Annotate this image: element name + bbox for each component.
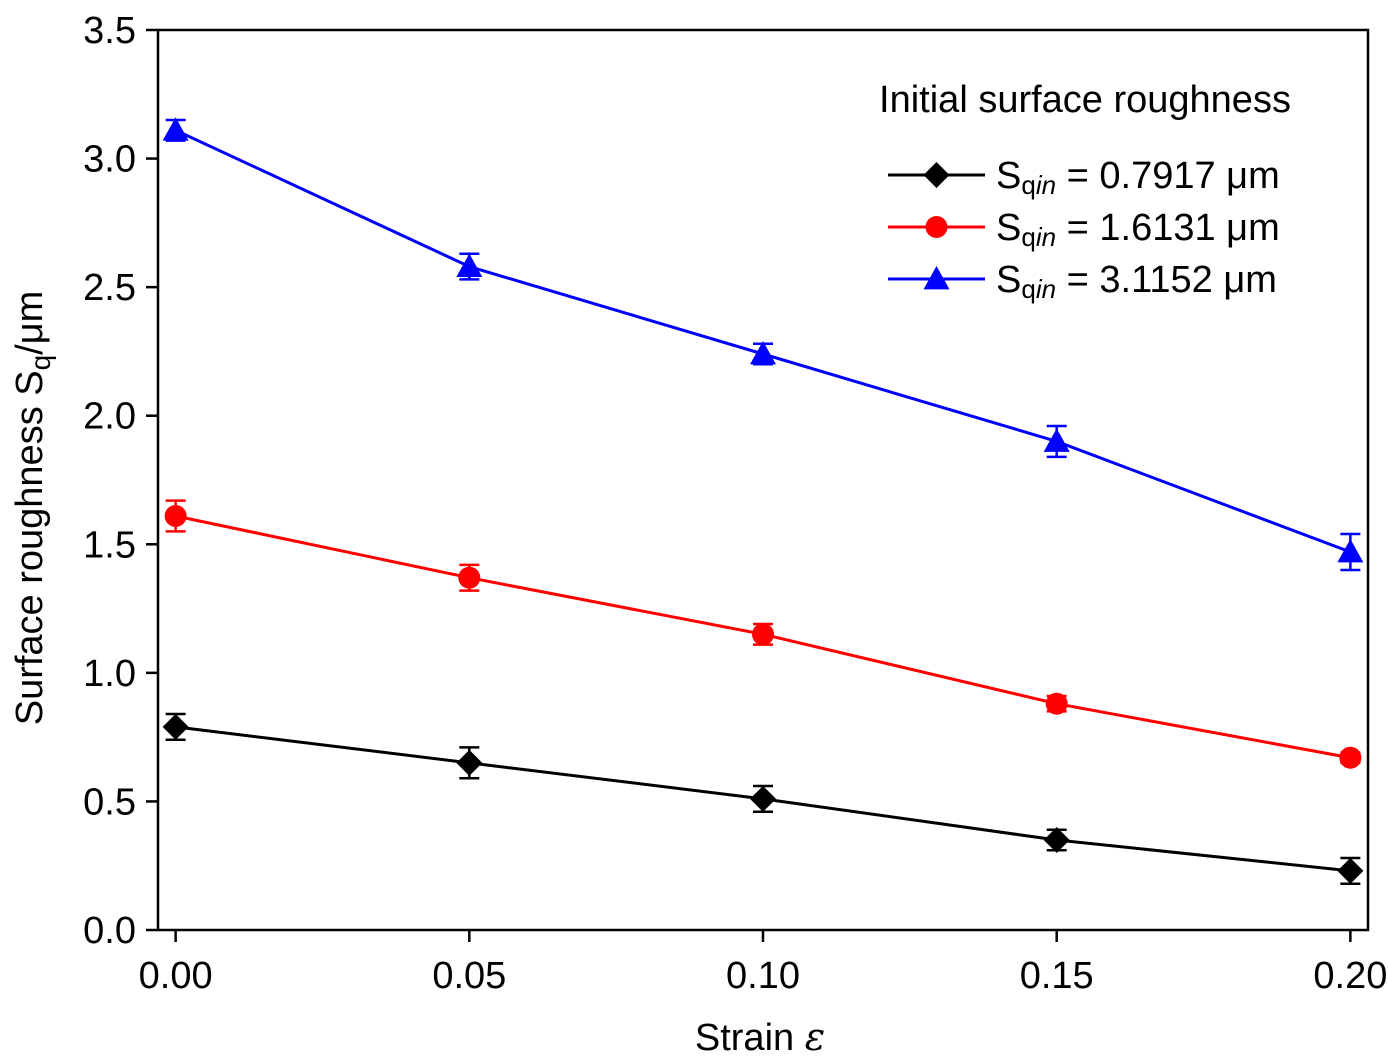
x-tick-label: 0.20 [1313, 955, 1387, 997]
data-point [456, 749, 483, 776]
y-tick-label: 0.0 [83, 910, 136, 952]
data-point [1337, 857, 1364, 884]
y-tick-label: 1.0 [83, 653, 136, 695]
data-point [164, 505, 187, 527]
data-point [1337, 539, 1364, 563]
x-axis: 0.00 0.05 0.10 0.15 0.20 [139, 930, 1387, 997]
data-point [1043, 428, 1070, 452]
series-circle [164, 499, 1362, 769]
y-tick-label: 0.5 [83, 781, 136, 823]
data-point [750, 785, 776, 812]
y-tick-label: 3.5 [83, 10, 136, 52]
legend: Initial surface roughness Sqin = 0.7917 … [879, 79, 1291, 304]
x-tick-label: 0.10 [726, 955, 800, 997]
legend-label: Sqin = 0.7917 μm [996, 155, 1280, 200]
data-point [752, 623, 774, 646]
data-point [456, 253, 483, 277]
legend-label: Sqin = 3.1152 μm [996, 259, 1277, 304]
data-point [162, 117, 189, 141]
series-diamond [162, 712, 1364, 885]
series-layer [162, 117, 1364, 885]
x-tick-label: 0.15 [1020, 955, 1094, 997]
data-point [1043, 827, 1070, 853]
data-point [1045, 692, 1068, 715]
series-triangle [162, 117, 1364, 572]
y-axis-title: Surface roughness Sq/μm [9, 291, 56, 726]
data-point [458, 566, 481, 589]
x-tick-label: 0.05 [432, 955, 506, 997]
x-axis-title: Strain ε [695, 1015, 825, 1059]
legend-label: Sqin = 1.6131 μm [996, 207, 1280, 252]
legend-marker [925, 216, 948, 238]
legend-marker [923, 266, 950, 290]
y-tick-label: 3.0 [83, 139, 136, 181]
y-tick-label: 2.5 [83, 267, 136, 309]
data-point [1339, 746, 1362, 769]
legend-entry: Sqin = 0.7917 μm [888, 155, 1280, 200]
legend-marker [923, 162, 950, 188]
y-tick-label: 2.0 [83, 396, 136, 438]
legend-title: Initial surface roughness [879, 79, 1291, 121]
legend-entry: Sqin = 3.1152 μm [888, 259, 1277, 304]
y-axis: 0.0 0.5 1.0 1.5 2.0 2.5 3.0 3.5 [83, 10, 158, 952]
legend-entry: Sqin = 1.6131 μm [888, 207, 1280, 252]
y-tick-label: 1.5 [83, 524, 136, 566]
data-point [162, 713, 189, 740]
x-tick-label: 0.00 [139, 955, 213, 997]
data-point [750, 341, 776, 365]
